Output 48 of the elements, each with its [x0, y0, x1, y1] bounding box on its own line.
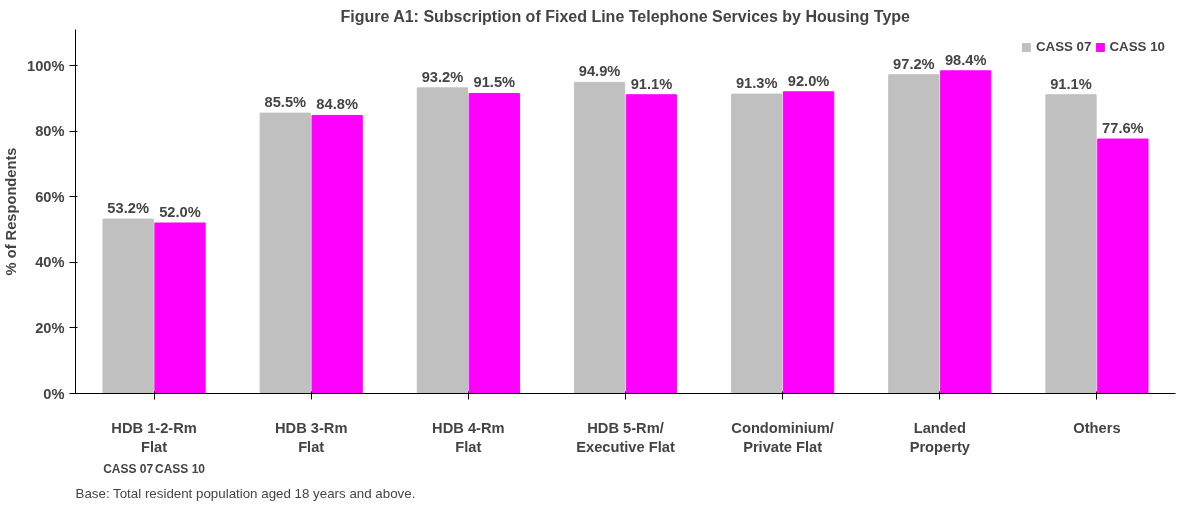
x-tick-label: HDB 1-2-Rm Flat: [111, 419, 197, 455]
bar: [782, 91, 835, 394]
x-tick-label: Condominium/ Private Flat: [731, 419, 834, 455]
bar: [940, 70, 992, 394]
bar: [888, 74, 940, 394]
bar: [1097, 138, 1149, 394]
bar: [1045, 94, 1097, 394]
text: CASS 10: [154, 461, 206, 476]
bar: [416, 87, 469, 394]
text: Base: Total resident population aged 18 years and above.: [75, 485, 416, 501]
text: CASS 07: [103, 461, 154, 476]
data-label: 91.3%: [735, 75, 778, 92]
bar: [731, 93, 783, 394]
bar: [259, 112, 311, 394]
data-label: 93.2%: [421, 68, 464, 85]
y-tick-label: 60%: [35, 188, 65, 205]
data-label: 97.2%: [893, 55, 935, 72]
bar: [573, 81, 626, 394]
legend-label: CASS 07: [1035, 39, 1092, 54]
bar: [311, 114, 363, 394]
data-label: 91.5%: [473, 74, 516, 91]
data-label: 53.2%: [107, 200, 149, 217]
data-label: 94.9%: [578, 63, 621, 80]
bar: [468, 92, 520, 394]
y-tick-label: 20%: [35, 319, 65, 336]
data-label: 77.6%: [1102, 120, 1144, 137]
bar: [102, 218, 154, 394]
data-label: 92.0%: [787, 72, 830, 89]
y-axis-title: % of Respondents: [3, 147, 20, 276]
legend-label: CASS 10: [1109, 39, 1165, 54]
data-label: 98.4%: [944, 51, 987, 68]
x-tick-label: Landed Property: [909, 419, 971, 455]
y-tick-label: 80%: [35, 123, 65, 140]
data-label: 91.1%: [1050, 75, 1092, 92]
bar: [625, 94, 678, 394]
x-tick-label: Others: [1073, 419, 1121, 436]
data-label: 91.1%: [630, 75, 673, 92]
x-tick-label: HDB 5-Rm/ Executive Flat: [576, 419, 675, 455]
bar: [154, 222, 206, 394]
chart-title: Figure A1: Subscription of Fixed Line Telephone Services by Housing Type: [340, 7, 911, 25]
data-label: 84.8%: [316, 96, 358, 113]
x-tick-label: HDB 3-Rm Flat: [274, 419, 348, 455]
y-tick-label: 100%: [27, 57, 65, 74]
y-tick-label: 0%: [43, 385, 65, 402]
data-label: 85.5%: [264, 94, 307, 111]
data-label: 52.0%: [159, 203, 201, 220]
x-tick-label: HDB 4-Rm Flat: [432, 419, 505, 455]
y-tick-label: 40%: [35, 254, 65, 271]
